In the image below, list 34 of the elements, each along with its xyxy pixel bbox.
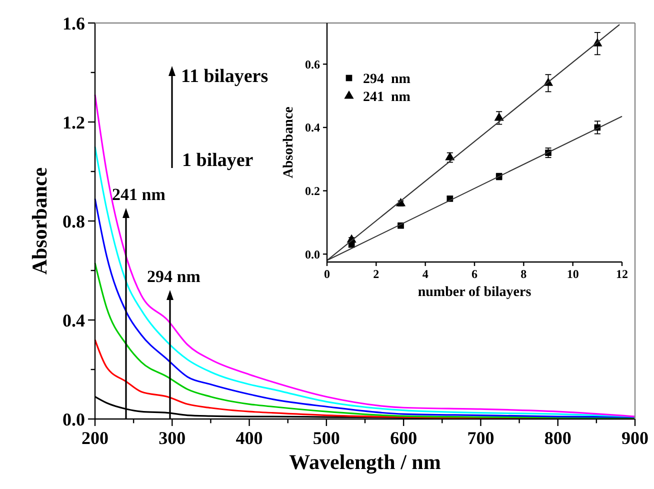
x-tick-label: 800 (544, 428, 572, 448)
x-tick-label: 300 (158, 428, 186, 448)
x-tick-label: 600 (390, 428, 418, 448)
y-axis-title: Absorbance (28, 167, 52, 275)
x-axis-title: number of bilayers (418, 285, 532, 300)
y-tick-label: 0.4 (62, 310, 85, 330)
y-tick-label: 0.8 (62, 211, 85, 232)
x-tick-label: 8 (520, 267, 527, 281)
legend-label: 241 nm (363, 90, 411, 105)
x-tick-label: 10 (566, 267, 579, 281)
y-tick-label: 0.6 (305, 57, 320, 72)
x-tick-label: 2 (373, 267, 380, 281)
annotation: 294 nm (147, 267, 200, 286)
y-tick-label: 0.0 (62, 409, 85, 430)
x-tick-label: 200 (82, 428, 108, 448)
y-tick-label: 0.4 (305, 120, 320, 135)
x-tick-label: 400 (236, 428, 263, 448)
x-axis-title: Wavelength / nm (289, 450, 442, 474)
legend-label: 294 nm (363, 72, 411, 87)
annotation: 11 bilayers (181, 66, 268, 87)
x-tick-label: 6 (472, 267, 478, 281)
annotation: 241 nm (112, 185, 166, 204)
y-tick-label: 1.2 (62, 112, 85, 132)
x-tick-label: 700 (467, 428, 494, 448)
x-tick-label: 12 (616, 267, 628, 281)
x-tick-label: 4 (422, 267, 428, 281)
x-tick-label: 0 (324, 267, 330, 281)
y-axis-title: Absorbance (281, 106, 296, 178)
x-tick-label: 900 (622, 428, 648, 448)
y-tick-label: 0.2 (305, 184, 320, 198)
y-tick-label: 1.6 (62, 13, 85, 34)
annotation: 1 bilayer (182, 150, 254, 171)
y-tick-label: 0.0 (305, 247, 320, 262)
x-tick-label: 500 (312, 428, 340, 448)
